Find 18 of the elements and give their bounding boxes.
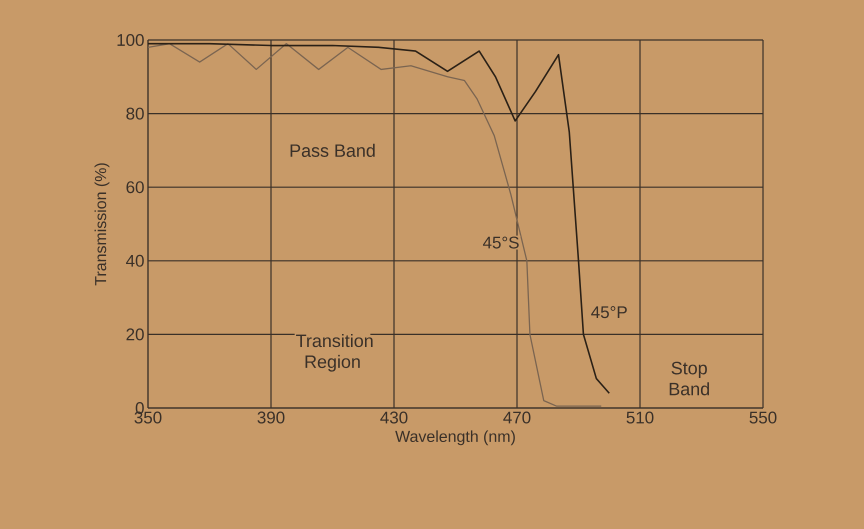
annotation: Pass Band — [290, 144, 375, 157]
x-axis-title: Wavelength (nm) — [395, 430, 515, 446]
y-tick-label: 20 — [126, 328, 144, 340]
x-tick-label: 510 — [626, 412, 654, 424]
y-tick-label: 80 — [126, 108, 144, 120]
y-tick-label: 60 — [126, 181, 144, 194]
annotation: Transition Region — [296, 334, 373, 372]
x-tick-label: 550 — [750, 412, 776, 424]
x-tick-label: 430 — [380, 412, 408, 424]
series-label: 45°P — [591, 306, 627, 318]
series-label: 45°S — [482, 236, 519, 249]
y-axis-title: Transmission (%) — [94, 163, 110, 286]
annotation: Stop Band — [670, 362, 709, 396]
x-tick-label: 470 — [503, 412, 530, 424]
x-tick-label: 350 — [134, 412, 162, 424]
x-tick-label: 390 — [258, 412, 284, 424]
y-tick-label: 40 — [126, 254, 144, 267]
y-tick-label: 100 — [118, 34, 144, 46]
